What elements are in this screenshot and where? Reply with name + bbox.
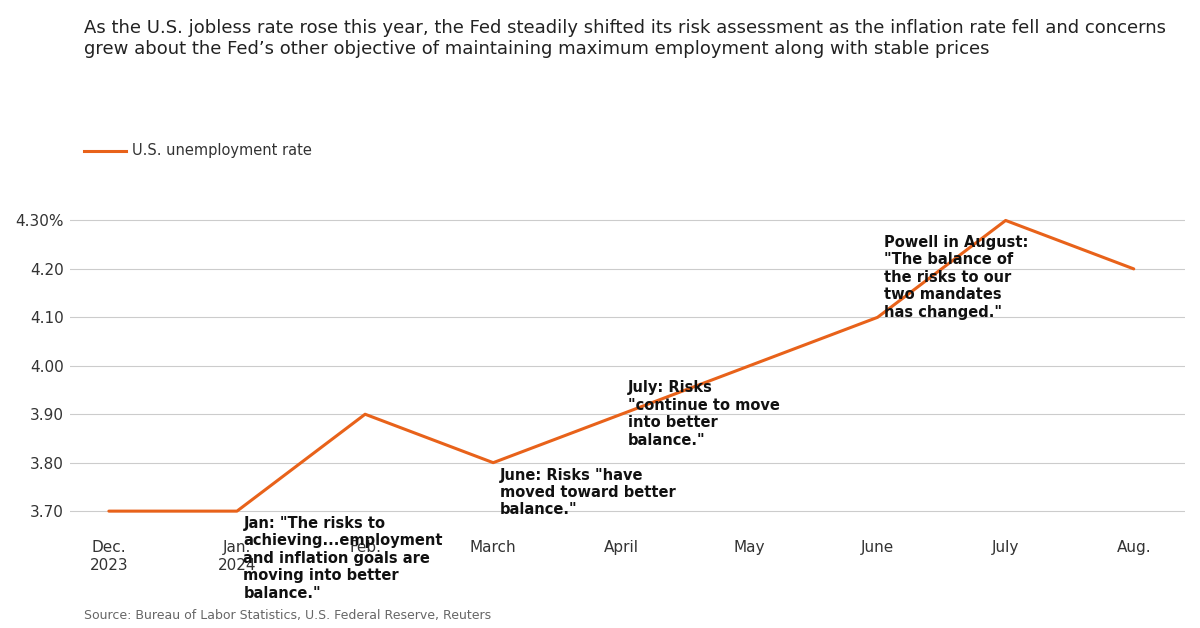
Text: June: Risks "have
moved toward better
balance.": June: Risks "have moved toward better ba… [499,467,676,517]
Text: U.S. unemployment rate: U.S. unemployment rate [132,143,312,158]
Text: Powell in August:
"The balance of
the risks to our
two mandates
has changed.": Powell in August: "The balance of the ri… [884,235,1028,320]
Text: July: Risks
"continue to move
into better
balance.": July: Risks "continue to move into bette… [628,381,780,448]
Text: Source: Bureau of Labor Statistics, U.S. Federal Reserve, Reuters: Source: Bureau of Labor Statistics, U.S.… [84,609,491,622]
Text: Jan: "The risks to
achieving...employment
and inflation goals are
moving into be: Jan: "The risks to achieving...employmen… [244,516,443,600]
Text: As the U.S. jobless rate rose this year, the Fed steadily shifted its risk asses: As the U.S. jobless rate rose this year,… [84,19,1166,58]
